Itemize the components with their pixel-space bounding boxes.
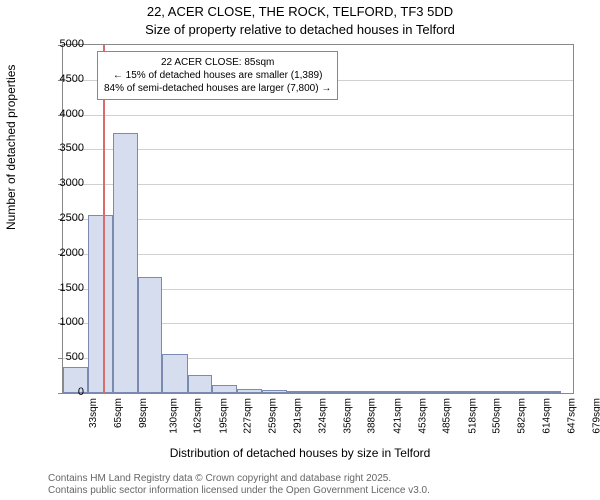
histogram-bar	[362, 391, 387, 393]
histogram-bar	[387, 391, 412, 393]
ytick-label: 0	[44, 386, 84, 398]
plot-area: 22 ACER CLOSE: 85sqm ← 15% of detached h…	[62, 44, 574, 394]
xtick-label: 421sqm	[392, 398, 403, 434]
chart-title-line1: 22, ACER CLOSE, THE ROCK, TELFORD, TF3 5…	[0, 4, 600, 19]
ytick-label: 4000	[44, 108, 84, 120]
histogram-bar	[336, 391, 361, 393]
xtick-label: 614sqm	[541, 398, 552, 434]
histogram-bar	[437, 391, 462, 393]
xtick-label: 485sqm	[442, 398, 453, 434]
xtick-label: 453sqm	[417, 398, 428, 434]
xtick-label: 388sqm	[367, 398, 378, 434]
xtick-label: 227sqm	[243, 398, 254, 434]
xtick-label: 518sqm	[467, 398, 478, 434]
ytick-label: 2500	[44, 212, 84, 224]
gridline	[63, 115, 573, 116]
histogram-bar	[237, 389, 262, 393]
ytick-label: 1500	[44, 282, 84, 294]
histogram-bar	[511, 391, 536, 393]
xtick-label: 356sqm	[342, 398, 353, 434]
ytick-label: 3500	[44, 142, 84, 154]
histogram-bar	[113, 133, 138, 393]
y-axis-label: Number of detached properties	[4, 65, 18, 230]
gridline	[63, 149, 573, 150]
histogram-bar	[212, 385, 237, 393]
histogram-bar	[411, 391, 436, 393]
gridline	[63, 184, 573, 185]
x-axis-label: Distribution of detached houses by size …	[0, 446, 600, 460]
xtick-label: 550sqm	[492, 398, 503, 434]
xtick-label: 195sqm	[218, 398, 229, 434]
gridline	[63, 219, 573, 220]
xtick-label: 679sqm	[591, 398, 600, 434]
histogram-bar	[486, 391, 511, 393]
xtick-label: 98sqm	[138, 398, 149, 428]
xtick-label: 582sqm	[517, 398, 528, 434]
ytick-label: 4500	[44, 73, 84, 85]
footer-line1: Contains HM Land Registry data © Crown c…	[48, 473, 391, 484]
footer-line2: Contains public sector information licen…	[48, 485, 430, 496]
ytick-label: 3000	[44, 177, 84, 189]
histogram-bar	[312, 391, 337, 393]
histogram-bar	[162, 354, 187, 393]
histogram-bar	[188, 375, 213, 393]
xtick-label: 647sqm	[567, 398, 578, 434]
histogram-bar	[536, 391, 561, 393]
info-box-line1: 22 ACER CLOSE: 85sqm	[104, 56, 331, 69]
info-box-line3: 84% of semi-detached houses are larger (…	[104, 82, 331, 95]
xtick-label: 324sqm	[318, 398, 329, 434]
histogram-bar	[88, 215, 113, 393]
xtick-label: 259sqm	[268, 398, 279, 434]
xtick-label: 130sqm	[168, 398, 179, 434]
xtick-label: 65sqm	[113, 398, 124, 428]
info-box: 22 ACER CLOSE: 85sqm ← 15% of detached h…	[97, 51, 338, 100]
gridline	[63, 254, 573, 255]
ytick-label: 5000	[44, 38, 84, 50]
xtick-label: 162sqm	[193, 398, 204, 434]
histogram-bar	[461, 391, 486, 393]
chart-title-line2: Size of property relative to detached ho…	[0, 22, 600, 37]
histogram-bar	[262, 390, 287, 393]
xtick-label: 33sqm	[88, 398, 99, 428]
info-box-line2: ← 15% of detached houses are smaller (1,…	[104, 69, 331, 82]
ytick-label: 2000	[44, 247, 84, 259]
ytick-label: 1000	[44, 316, 84, 328]
histogram-bar	[287, 391, 312, 393]
xtick-label: 291sqm	[292, 398, 303, 434]
property-size-chart: 22, ACER CLOSE, THE ROCK, TELFORD, TF3 5…	[0, 0, 600, 500]
ytick-label: 500	[44, 351, 84, 363]
histogram-bar	[138, 277, 163, 393]
